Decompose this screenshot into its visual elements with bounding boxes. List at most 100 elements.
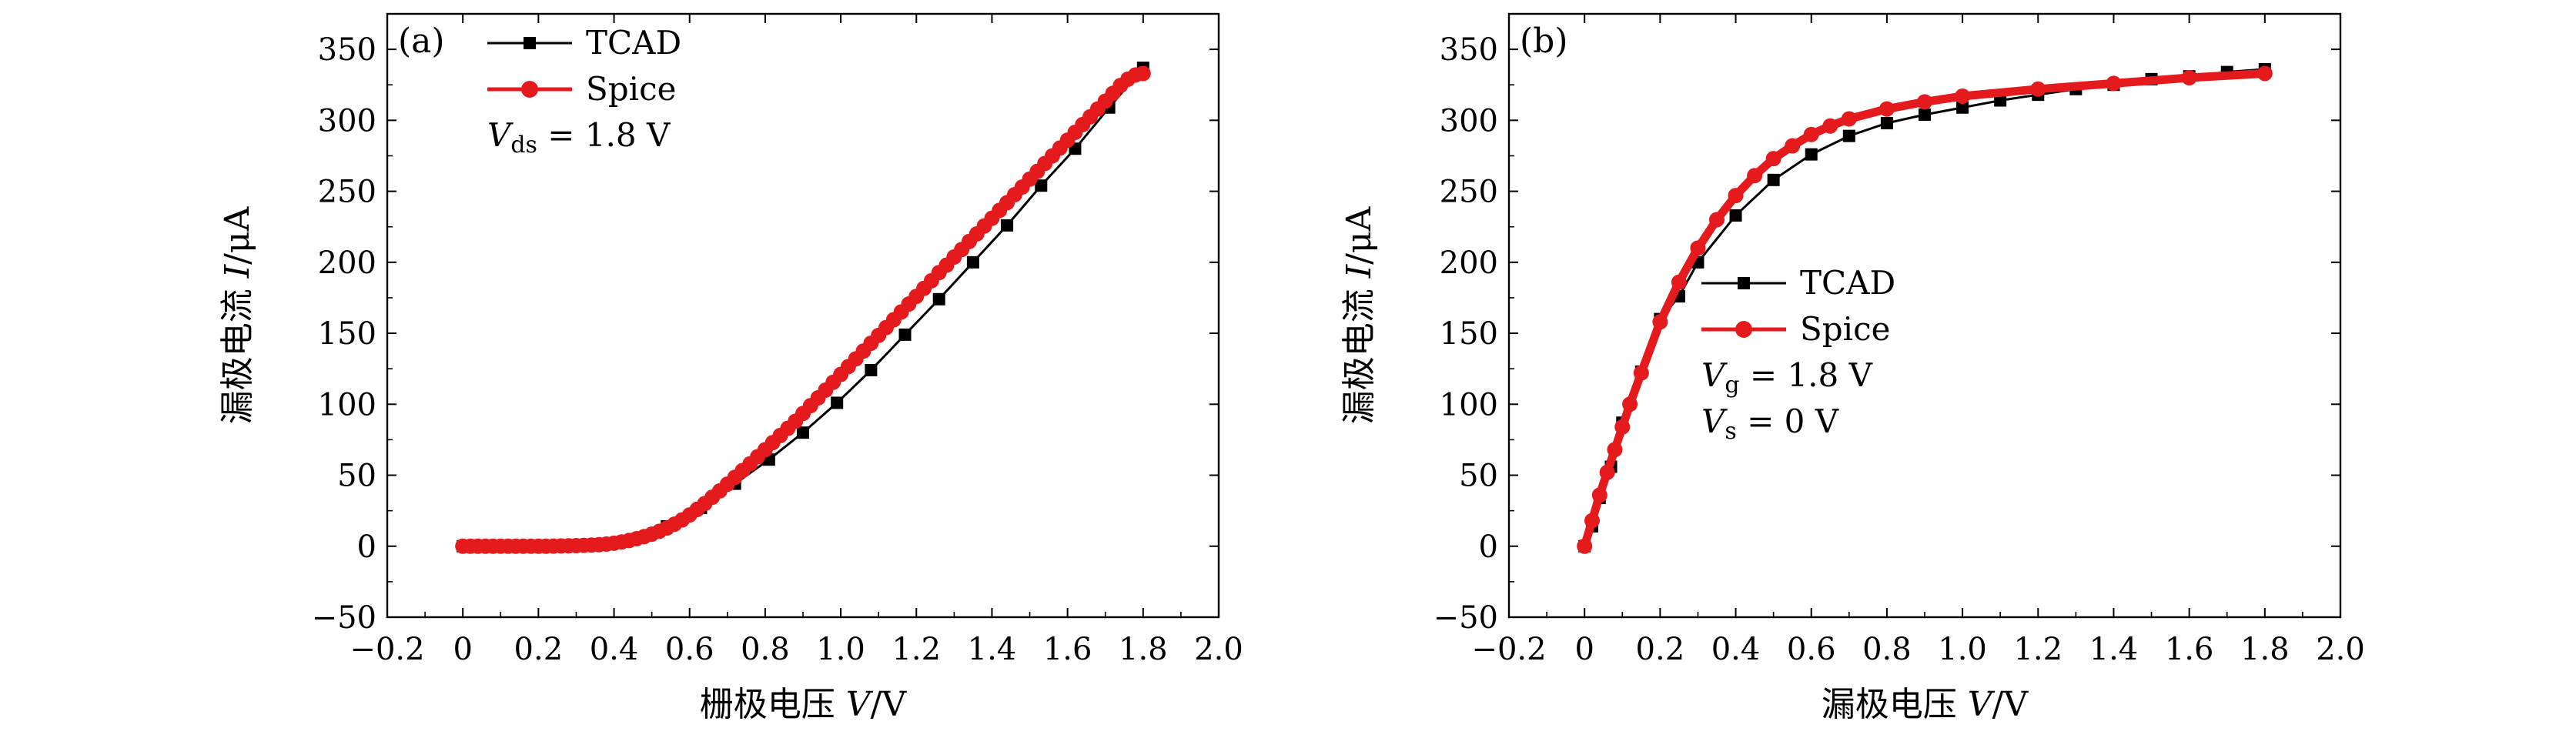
panel-b-legend-label: Spice (1800, 310, 1890, 348)
panel-a-xlabel: 栅极电压 V/V (700, 685, 908, 724)
panel-a-xtick-label: 1.2 (892, 632, 941, 667)
panel-b-tcad-line (1583, 68, 2265, 547)
panel-a-ytick-label: −50 (312, 600, 376, 636)
panel-b-annotation-var: V (1701, 402, 1728, 440)
panel-b-spice-point (1878, 101, 1895, 117)
panel-a-xtick-label: 0.4 (590, 632, 639, 667)
panel-a-tcad-point (865, 364, 878, 377)
panel-b-xtick-label: 1.4 (2089, 632, 2139, 667)
panel-b-ytick-label: 300 (1440, 103, 1498, 139)
panel-b-xtick-label: 0.2 (1636, 632, 1685, 667)
panel-a-tcad-point (932, 292, 945, 306)
panel-a-ytick-label: 250 (318, 175, 376, 210)
panel-b-annotation-sub: g (1725, 372, 1739, 399)
panel-a-tcad-point (1035, 179, 1048, 192)
panel-b-ylabel-unit: /μA (1340, 205, 1379, 264)
panel-b-series-spice (1577, 65, 2273, 554)
panel-b-spice-point (1728, 188, 1744, 204)
panel-b-spice-point (1652, 314, 1668, 330)
panel-b-ytick-label: 200 (1440, 245, 1498, 281)
panel-a-ytick-label: 100 (318, 387, 376, 422)
panel-a-legend-label: TCAD (586, 24, 681, 62)
panel-a-tcad-point (898, 328, 912, 341)
panel-a-ytick-label: 150 (318, 316, 376, 352)
panel-a-label: (a) (398, 22, 445, 61)
panel-b-spice-point (1577, 538, 1593, 554)
panel-b: −0.2 0 0.2 0.4 0.6 0.8 1.0 1.2 1.4 1.6 1.8 2.0 −50 0 5… (1340, 12, 2365, 724)
panel-a-legend: TCAD Spice (487, 24, 681, 108)
panel-b-xtick-label: 1.2 (2013, 632, 2062, 667)
panel-b-ytick-label: 150 (1440, 316, 1498, 352)
panel-b-ytick-label: 350 (1440, 32, 1498, 68)
panel-b-annotation-value: = 1.8 V (1740, 356, 1873, 394)
panel-b-ytick-label: 50 (1459, 459, 1498, 494)
panel-a-tcad-point (1001, 219, 1014, 232)
panel-a-xlabel-unit: /V (871, 685, 908, 724)
panel-b-tcad-point (1994, 94, 2007, 107)
panel-b-ylabel: 漏极电流 I/μA (1340, 205, 1379, 424)
panel-b-spice-point (2257, 65, 2273, 82)
panel-b-spice-point (2030, 81, 2046, 97)
panel-a-ylabel: 漏极电流 I/μA (218, 205, 257, 424)
panel-b-spice-point (1671, 274, 1687, 290)
panel-b-annotation: Vg = 1.8 V (1701, 356, 1873, 399)
panel-b-xlabel-text: 漏极电压 (1822, 685, 1968, 724)
panel-b-ylabel-var: I (1340, 263, 1379, 279)
panel-b-xtick-label: 0 (1574, 632, 1594, 667)
panel-b-legend-marker (1738, 277, 1750, 289)
panel-b-xtick-label: 0.4 (1711, 632, 1761, 667)
panel-a-tcad-point (797, 426, 809, 439)
panel-a-annotation-sub: ds (510, 132, 537, 159)
panel-a-xtick-label: 1.0 (816, 632, 865, 667)
panel-a-legend-marker (521, 81, 538, 98)
panel-b-spice-point (1785, 138, 1801, 154)
panel-b-spice-point (1709, 212, 1725, 228)
panel-b-xtick-label: 1.0 (1938, 632, 1987, 667)
panel-b-tcad-point (1956, 101, 1969, 114)
panel-b-tcad-point (1805, 148, 1818, 161)
panel-b-spice-point (1607, 442, 1623, 458)
panel-b-ylabel-text: 漏极电流 (1340, 278, 1379, 424)
panel-b-tcad-point (1919, 108, 1931, 121)
panel-b-xtick-label: 2.0 (2316, 632, 2365, 667)
panel-b-xtick-label: 1.6 (2165, 632, 2214, 667)
panel-b-xtick-label: 0.6 (1787, 632, 1836, 667)
panel-b-ytick-label: 0 (1479, 529, 1498, 565)
panel-a-ytick-label: 300 (318, 103, 376, 139)
panel-b-xtick-label: 0.8 (1862, 632, 1912, 667)
panel-b-tcad-point (1842, 129, 1855, 142)
panel-b-spice-point (1690, 240, 1706, 256)
panel-a-tcad-point (966, 255, 979, 269)
panel-b-ytick-label: −50 (1434, 600, 1498, 636)
panel-a-annotation-var: V (487, 116, 514, 154)
panel-b-spice-point (1765, 151, 1781, 167)
panel-b-xlabel: 漏极电压 V/V (1822, 685, 2029, 724)
panel-a-xtick-label: 0.6 (665, 632, 714, 667)
panel-b-spice-point (1841, 111, 1857, 127)
panel-a-spice-point (1135, 65, 1151, 82)
panel-b-spice-point (2181, 70, 2197, 86)
panel-a-ytick-label: 0 (357, 529, 376, 565)
panel-a-ylabel-var: I (218, 263, 257, 279)
panel-a-xtick-label: 1.8 (1119, 632, 1168, 667)
panel-a: −0.2 0 0.2 0.4 0.6 0.8 1.0 1.2 1.4 1.6 1.8 2.0 −50 0 5… (218, 12, 1243, 724)
panel-b-xlabel-var: V (1968, 685, 1996, 724)
panel-b-legend-label: TCAD (1800, 264, 1895, 302)
panel-a-ytick-label: 350 (318, 32, 376, 68)
panel-a-ylabel-unit: /μA (218, 205, 257, 264)
panel-b-spice-point (1591, 487, 1607, 503)
panel-a-ytick-label: 50 (337, 459, 376, 494)
panel-a-annotation: Vds = 1.8 V (487, 116, 671, 159)
panel-b-xlabel-unit: /V (1992, 685, 2029, 724)
panel-a-xtick-label: 0.2 (514, 632, 564, 667)
panel-a-ytick-label: 200 (318, 245, 376, 281)
panel-b-tcad-point (1767, 173, 1780, 186)
panel-b-xtick-label: 1.8 (2240, 632, 2290, 667)
panel-b-label: (b) (1520, 22, 1568, 61)
panel-b-ytick-label: 250 (1440, 175, 1498, 210)
panel-a-xtick-label: 0.8 (741, 632, 790, 667)
panel-a-legend-marker (524, 37, 536, 49)
panel-b-series-tcad (1578, 62, 2271, 553)
panel-b-xtick-label: −0.2 (1471, 632, 1546, 667)
panel-b-spice-point (1614, 419, 1631, 435)
